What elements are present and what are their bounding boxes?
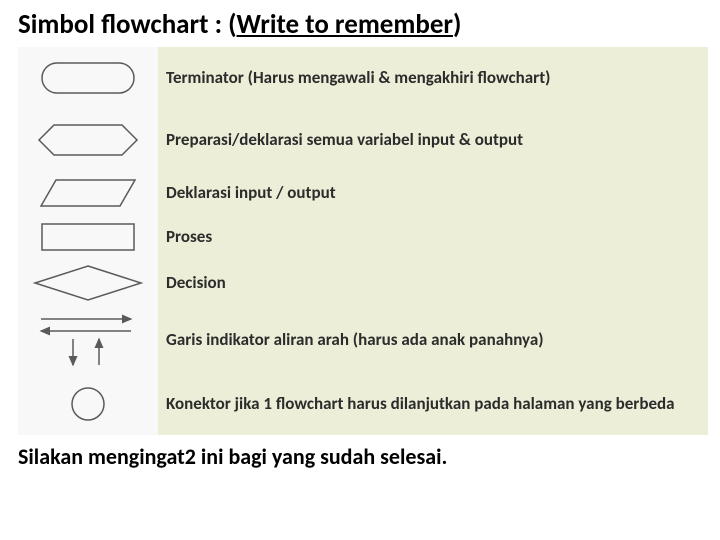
table-row: Decision (18, 259, 708, 307)
desc-cell: Proses (158, 215, 708, 259)
title-link: Write to remember (237, 8, 454, 41)
connector-icon (68, 384, 108, 424)
symbol-cell-flowlines (18, 307, 158, 373)
slide-title: Simbol flowchart : (Write to remember) (18, 8, 702, 41)
symbol-cell-terminator (18, 47, 158, 109)
desc-cell: Deklarasi input / output (158, 171, 708, 215)
symbol-cell-connector (18, 373, 158, 435)
table-row: Konektor jika 1 flowchart harus dilanjut… (18, 373, 708, 435)
symbol-cell-io (18, 171, 158, 215)
slide: Simbol flowchart : (Write to remember) T… (0, 0, 720, 540)
title-suffix: ) (453, 8, 461, 41)
preparation-icon (36, 122, 140, 158)
desc-cell: Terminator (Harus mengawali & mengakhiri… (158, 47, 708, 109)
process-icon (40, 222, 136, 252)
footer-text: Silakan mengingat2 ini bagi yang sudah s… (18, 443, 702, 470)
symbol-cell-decision (18, 259, 158, 307)
table-row: Proses (18, 215, 708, 259)
table-row: Deklarasi input / output (18, 171, 708, 215)
symbol-cell-process (18, 215, 158, 259)
desc-cell: Garis indikator aliran arah (harus ada a… (158, 307, 708, 373)
title-prefix: Simbol flowchart : ( (18, 8, 237, 41)
table-row: Garis indikator aliran arah (harus ada a… (18, 307, 708, 373)
io-icon (38, 177, 138, 209)
table-row: Terminator (Harus mengawali & mengakhiri… (18, 47, 708, 109)
flowlines-icon (33, 311, 143, 369)
terminator-icon (40, 61, 136, 95)
desc-cell: Konektor jika 1 flowchart harus dilanjut… (158, 373, 708, 435)
table-row: Preparasi/deklarasi semua variabel input… (18, 109, 708, 171)
symbol-table: Terminator (Harus mengawali & mengakhiri… (18, 47, 708, 435)
desc-cell: Preparasi/deklarasi semua variabel input… (158, 109, 708, 171)
symbol-cell-preparation (18, 109, 158, 171)
decision-icon (32, 263, 144, 303)
desc-cell: Decision (158, 259, 708, 307)
